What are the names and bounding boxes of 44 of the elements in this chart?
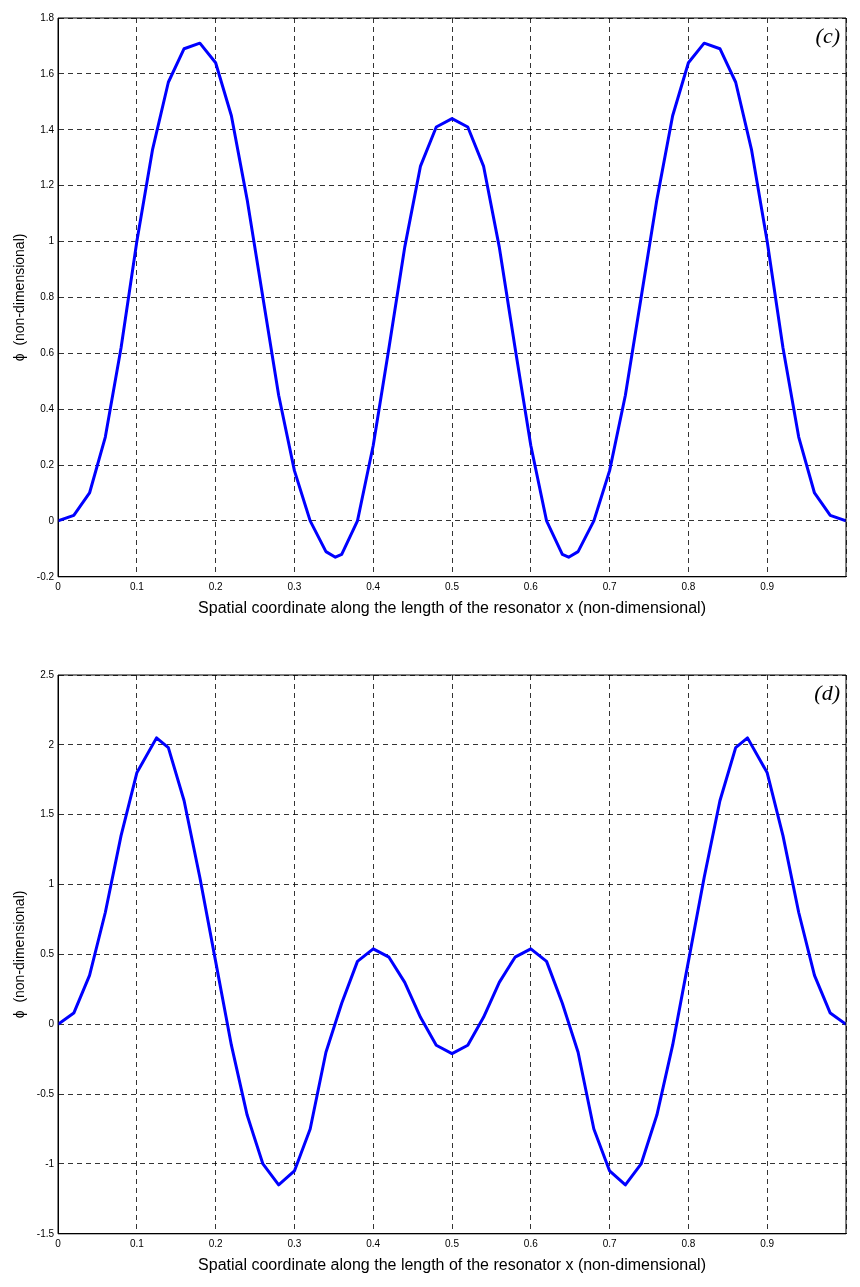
- x-tick-label: 0.6: [523, 580, 539, 592]
- y-tick-label: 1.4: [40, 123, 55, 135]
- y-tick-label: 1.2: [40, 179, 55, 191]
- x-tick-label: 0.8: [681, 1237, 696, 1249]
- y-tick-label: -1: [45, 1157, 55, 1169]
- x-tick-label: 0.2: [208, 580, 224, 592]
- annotation: (d): [814, 679, 840, 705]
- y-tick-label: 0.6: [40, 347, 55, 359]
- x-tick-label: 0.3: [287, 580, 302, 592]
- y-tick-label: 2: [48, 738, 55, 750]
- x-tick-label: 0.4: [366, 1237, 381, 1249]
- x-axis-title: Spatial coordinate along the length of the resonator x (non-dimensional): [198, 598, 706, 616]
- x-tick-label: 0.1: [129, 580, 145, 592]
- y-tick-label: 0.4: [40, 402, 55, 414]
- annotation: (c): [815, 22, 840, 48]
- y-tick-label: -1.5: [36, 1227, 55, 1239]
- y-tick-label: 1: [48, 235, 55, 247]
- y-axis-title: ϕ (non-dimensional): [11, 233, 28, 362]
- x-tick-label: 0.3: [287, 1237, 302, 1249]
- y-tick-label: 1: [48, 878, 55, 890]
- x-tick-label: 0.7: [602, 1237, 617, 1249]
- x-tick-label: 0.9: [760, 580, 775, 592]
- y-tick-label: 0.5: [40, 948, 55, 960]
- y-tick-label: 0: [48, 514, 55, 526]
- x-tick-label: 0.1: [129, 1237, 145, 1249]
- x-tick-label: 0.6: [523, 1237, 539, 1249]
- x-tick-label: 0.2: [208, 1237, 224, 1249]
- x-tick-label: 0.7: [602, 580, 617, 592]
- x-axis-title: Spatial coordinate along the length of the resonator x (non-dimensional): [198, 1255, 706, 1273]
- y-axis-title: ϕ (non-dimensional): [11, 890, 28, 1019]
- x-tick-label: 0.5: [445, 580, 460, 592]
- x-tick-label: 0.9: [760, 1237, 775, 1249]
- y-tick-label: 1.5: [40, 808, 55, 820]
- y-tick-label: -0.5: [36, 1087, 55, 1099]
- y-tick-label: 1.8: [40, 11, 55, 23]
- x-tick-label: 0.4: [366, 580, 381, 592]
- y-tick-label: 0.8: [40, 291, 55, 303]
- y-tick-label: 1.6: [40, 67, 55, 79]
- x-tick-label: 0.5: [445, 1237, 460, 1249]
- y-tick-label: 2.5: [40, 668, 55, 680]
- y-tick-label: 0.2: [40, 458, 55, 470]
- y-tick-label: -0.2: [36, 570, 55, 582]
- x-tick-label: 0.8: [681, 580, 696, 592]
- y-tick-label: 0: [48, 1018, 55, 1029]
